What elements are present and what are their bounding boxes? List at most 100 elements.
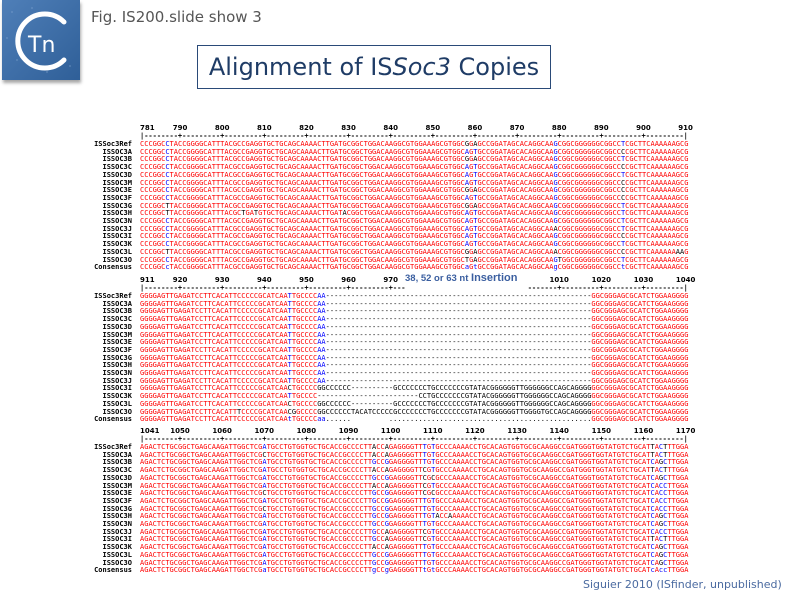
residue: T xyxy=(642,384,647,393)
residue: G xyxy=(291,170,297,179)
residue: A xyxy=(384,450,389,459)
residue: - xyxy=(557,292,562,300)
residue: A xyxy=(473,201,478,210)
residue: A xyxy=(528,147,533,156)
residue: - xyxy=(367,399,373,408)
residue: - xyxy=(346,392,351,401)
residue: G xyxy=(578,247,583,256)
residue: T xyxy=(620,458,626,467)
residue: T xyxy=(283,450,288,459)
residue: - xyxy=(329,369,335,377)
ruler-number: 930 xyxy=(214,276,230,284)
residue: C xyxy=(553,384,558,393)
residue: C xyxy=(270,224,275,233)
residue: C xyxy=(140,178,145,187)
residue: A xyxy=(667,240,672,249)
residue: G xyxy=(140,407,145,416)
residue: . xyxy=(549,415,554,424)
residue: C xyxy=(148,240,153,249)
residue: G xyxy=(418,255,423,264)
sequence-name: ISSOC3A xyxy=(102,147,132,156)
residue: A xyxy=(464,458,470,467)
residue: A xyxy=(426,140,432,148)
residue: A xyxy=(498,140,503,148)
residue: - xyxy=(418,322,423,331)
residue: G xyxy=(608,407,613,416)
residue: G xyxy=(629,353,634,362)
residue: G xyxy=(566,178,571,187)
residue: A xyxy=(658,163,664,172)
residue: G xyxy=(469,224,474,233)
residue: A xyxy=(215,392,221,401)
residue: C xyxy=(599,255,605,264)
residue: C xyxy=(220,299,225,308)
residue: G xyxy=(680,292,685,300)
residue: G xyxy=(140,415,145,424)
residue: C xyxy=(182,147,187,156)
residue: C xyxy=(194,361,200,370)
residue: A xyxy=(334,170,339,179)
residue: C xyxy=(287,407,292,416)
residue: C xyxy=(625,353,630,362)
residue: - xyxy=(574,369,579,377)
residue: - xyxy=(456,361,461,370)
residue: T xyxy=(275,186,280,195)
residue: T xyxy=(477,407,482,416)
residue: C xyxy=(270,140,275,148)
residue: C xyxy=(612,186,617,195)
residue: G xyxy=(582,170,588,179)
residue: T xyxy=(422,443,427,451)
residue: A xyxy=(207,217,212,225)
residue: A xyxy=(671,147,676,156)
residue: G xyxy=(675,458,680,467)
residue: - xyxy=(473,361,478,370)
residue: A xyxy=(334,186,339,195)
residue: - xyxy=(418,353,423,362)
residue: C xyxy=(422,392,427,401)
residue: G xyxy=(279,201,284,210)
residue: - xyxy=(414,315,419,324)
residue: G xyxy=(279,217,284,225)
residue: A xyxy=(177,376,183,385)
residue: - xyxy=(350,399,356,408)
residue: G xyxy=(490,140,495,148)
residue: A xyxy=(283,315,288,324)
residue: G xyxy=(287,466,292,475)
residue: - xyxy=(363,315,368,324)
consensus-sequence: GGGGAGTTGAGATCCTTCACATTCCCCCGCATCAAtTGCC… xyxy=(140,415,688,424)
residue: G xyxy=(182,307,187,316)
residue: G xyxy=(574,263,579,272)
residue: T xyxy=(473,232,478,241)
residue: C xyxy=(570,178,575,187)
residue: C xyxy=(680,178,685,187)
residue: C xyxy=(570,263,575,272)
residue: G xyxy=(536,147,541,156)
residue: G xyxy=(587,443,592,451)
residue: G xyxy=(629,292,634,300)
residue: C xyxy=(237,415,242,424)
sequence-name: ISSOC3E xyxy=(102,186,132,195)
residue: C xyxy=(646,178,651,187)
residue: C xyxy=(646,415,651,424)
residue: C xyxy=(633,399,638,408)
residue: C xyxy=(140,186,145,195)
residue: T xyxy=(228,338,233,347)
residue: G xyxy=(296,392,301,401)
residue: - xyxy=(380,399,385,408)
residue: G xyxy=(296,415,301,424)
residue: T xyxy=(637,217,643,225)
residue: G xyxy=(435,240,440,249)
residue: T xyxy=(447,147,453,156)
residue: - xyxy=(376,376,381,385)
residue: - xyxy=(566,322,571,331)
residue: G xyxy=(405,240,410,249)
residue: G xyxy=(342,247,347,256)
residue: - xyxy=(405,392,410,401)
residue: A xyxy=(452,450,457,459)
residue: G xyxy=(435,232,440,241)
residue: G xyxy=(604,209,609,218)
residue: A xyxy=(215,307,221,316)
residue: A xyxy=(549,217,554,225)
residue: - xyxy=(578,292,583,300)
aligned-sequence: CCCGGCCTACCGGGGCATTTACGCCGAGGTGCTGCAGCAA… xyxy=(140,156,688,164)
